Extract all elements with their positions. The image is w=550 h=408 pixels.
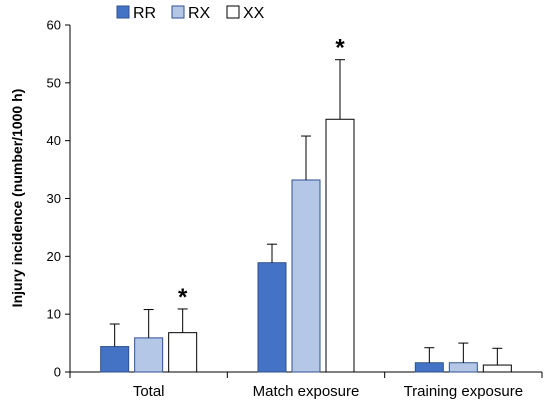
y-tick-label: 10: [47, 307, 61, 322]
legend-swatch-xx: [226, 5, 240, 19]
legend-swatch-rr: [116, 5, 130, 19]
bar-xx: [168, 332, 198, 373]
bar-rx: [291, 179, 321, 373]
legend: RR RX XX: [116, 5, 265, 22]
x-tick-label: Total: [133, 383, 165, 400]
y-tick-label: 50: [47, 75, 61, 90]
bar-rx: [448, 362, 478, 373]
bar-xx: [325, 118, 355, 373]
bars: **: [100, 35, 512, 373]
legend-label-xx: XX: [243, 5, 265, 22]
significance-marker: *: [178, 284, 188, 311]
legend-label-rx: RX: [188, 5, 211, 22]
y-axis-title: Injury incidence (number/1000 h): [9, 89, 25, 308]
bar-rr: [414, 362, 444, 373]
bar-rr: [257, 262, 287, 373]
x-tick-label: Training exposure: [404, 383, 524, 400]
y-tick-label: 20: [47, 249, 61, 264]
y-tick-label: 40: [47, 133, 61, 148]
legend-swatch-rx: [171, 5, 185, 19]
bar-xx: [482, 364, 512, 373]
significance-marker: *: [335, 35, 345, 62]
legend-label-rr: RR: [133, 5, 156, 22]
axes: 0 10 20 30 40 50 60 Total Match exposure Training…: [47, 18, 543, 400]
bar-rx: [134, 337, 164, 373]
y-tick-label: 0: [54, 365, 61, 380]
bar-rr: [100, 346, 130, 373]
y-tick-label: 30: [47, 191, 61, 206]
x-tick-label: Match exposure: [253, 383, 360, 400]
y-tick-label: 60: [47, 18, 61, 33]
